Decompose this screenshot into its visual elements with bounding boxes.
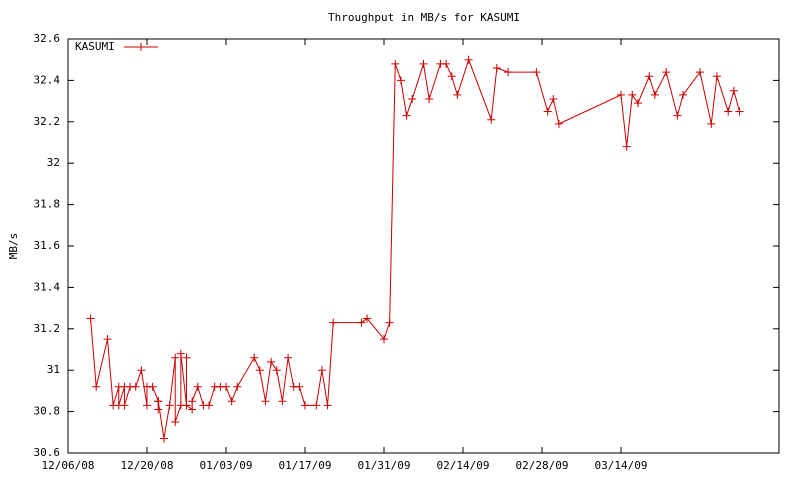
point-marker bbox=[425, 95, 434, 104]
chart-title: Throughput in MB/s for KASUMI bbox=[328, 11, 520, 24]
y-tick-label: 31 bbox=[47, 363, 60, 376]
legend-label: KASUMI bbox=[75, 40, 115, 53]
x-tick-label: 02/14/09 bbox=[437, 459, 490, 472]
point-marker bbox=[171, 417, 180, 426]
point-marker bbox=[707, 119, 716, 128]
y-tick-label: 32.2 bbox=[34, 115, 61, 128]
point-marker bbox=[92, 382, 101, 391]
x-tick-label: 03/14/09 bbox=[595, 459, 648, 472]
point-marker bbox=[464, 55, 473, 64]
point-marker bbox=[148, 382, 157, 391]
x-tick-label: 12/20/08 bbox=[121, 459, 174, 472]
point-marker bbox=[165, 401, 174, 410]
y-tick-label: 31.6 bbox=[34, 239, 61, 252]
point-marker bbox=[272, 366, 281, 375]
legend-swatch-marker bbox=[137, 43, 145, 51]
point-marker bbox=[227, 397, 236, 406]
point-marker bbox=[154, 397, 163, 406]
point-marker bbox=[233, 382, 242, 391]
point-marker bbox=[120, 401, 129, 410]
point-marker bbox=[402, 111, 411, 120]
point-marker bbox=[357, 318, 366, 327]
point-marker bbox=[549, 95, 558, 104]
y-tick-label: 32.6 bbox=[34, 32, 61, 45]
point-marker bbox=[735, 107, 744, 116]
x-tick-label: 01/17/09 bbox=[279, 459, 332, 472]
point-marker bbox=[278, 397, 287, 406]
y-tick-label: 32 bbox=[47, 156, 60, 169]
point-marker bbox=[284, 353, 293, 362]
point-marker bbox=[188, 397, 197, 406]
point-marker bbox=[419, 59, 428, 68]
point-marker bbox=[628, 90, 637, 99]
point-marker bbox=[396, 76, 405, 85]
point-marker bbox=[453, 90, 462, 99]
point-marker bbox=[391, 59, 400, 68]
point-marker bbox=[447, 72, 456, 81]
point-marker bbox=[363, 314, 372, 323]
point-marker bbox=[205, 401, 214, 410]
point-marker bbox=[679, 90, 688, 99]
x-tick-label: 01/03/09 bbox=[200, 459, 253, 472]
point-marker bbox=[673, 111, 682, 120]
point-marker bbox=[729, 86, 738, 95]
point-marker bbox=[182, 353, 191, 362]
point-marker bbox=[662, 68, 671, 77]
point-marker bbox=[504, 68, 513, 77]
point-marker bbox=[408, 95, 417, 104]
point-marker bbox=[143, 401, 151, 410]
point-marker bbox=[193, 382, 202, 391]
point-marker bbox=[137, 366, 146, 375]
point-marker bbox=[323, 401, 332, 410]
x-tick-label: 12/06/08 bbox=[42, 459, 95, 472]
point-marker bbox=[617, 90, 625, 99]
point-marker bbox=[724, 107, 733, 116]
point-marker bbox=[633, 99, 642, 108]
y-tick-label: 31.4 bbox=[34, 280, 61, 293]
point-marker bbox=[532, 68, 541, 77]
point-marker bbox=[385, 318, 394, 327]
series-line bbox=[90, 58, 740, 439]
y-tick-label: 31.8 bbox=[34, 198, 61, 211]
point-marker bbox=[250, 353, 259, 362]
point-marker bbox=[712, 72, 721, 81]
y-axis-label: MB/s bbox=[7, 233, 20, 260]
point-marker bbox=[255, 366, 264, 375]
point-marker bbox=[317, 366, 326, 375]
point-marker bbox=[543, 107, 552, 116]
point-marker bbox=[131, 382, 140, 391]
point-marker bbox=[301, 401, 309, 410]
y-tick-label: 30.8 bbox=[34, 405, 61, 418]
point-marker bbox=[188, 405, 197, 414]
point-marker bbox=[159, 434, 168, 443]
point-marker bbox=[696, 68, 704, 77]
point-marker bbox=[103, 335, 112, 344]
x-tick-label: 01/31/09 bbox=[358, 459, 411, 472]
y-tick-label: 31.2 bbox=[34, 322, 61, 335]
point-marker bbox=[442, 59, 451, 68]
point-marker bbox=[182, 401, 191, 410]
point-marker bbox=[329, 318, 338, 327]
point-marker bbox=[267, 357, 276, 366]
y-tick-label: 30.6 bbox=[34, 446, 61, 459]
point-marker bbox=[261, 397, 270, 406]
plot-frame bbox=[67, 38, 780, 454]
point-marker bbox=[171, 353, 180, 362]
point-marker bbox=[622, 142, 631, 151]
y-tick-label: 32.4 bbox=[34, 73, 61, 86]
point-marker bbox=[222, 382, 230, 391]
point-marker bbox=[154, 405, 163, 414]
point-marker bbox=[380, 335, 388, 344]
point-marker bbox=[86, 314, 95, 323]
point-marker bbox=[487, 115, 496, 124]
point-marker bbox=[492, 63, 501, 72]
point-marker bbox=[650, 90, 659, 99]
point-marker bbox=[312, 401, 321, 410]
point-marker bbox=[176, 349, 185, 358]
point-marker bbox=[554, 119, 563, 128]
x-tick-label: 02/28/09 bbox=[516, 459, 569, 472]
point-marker bbox=[295, 382, 304, 391]
point-marker bbox=[645, 72, 654, 81]
